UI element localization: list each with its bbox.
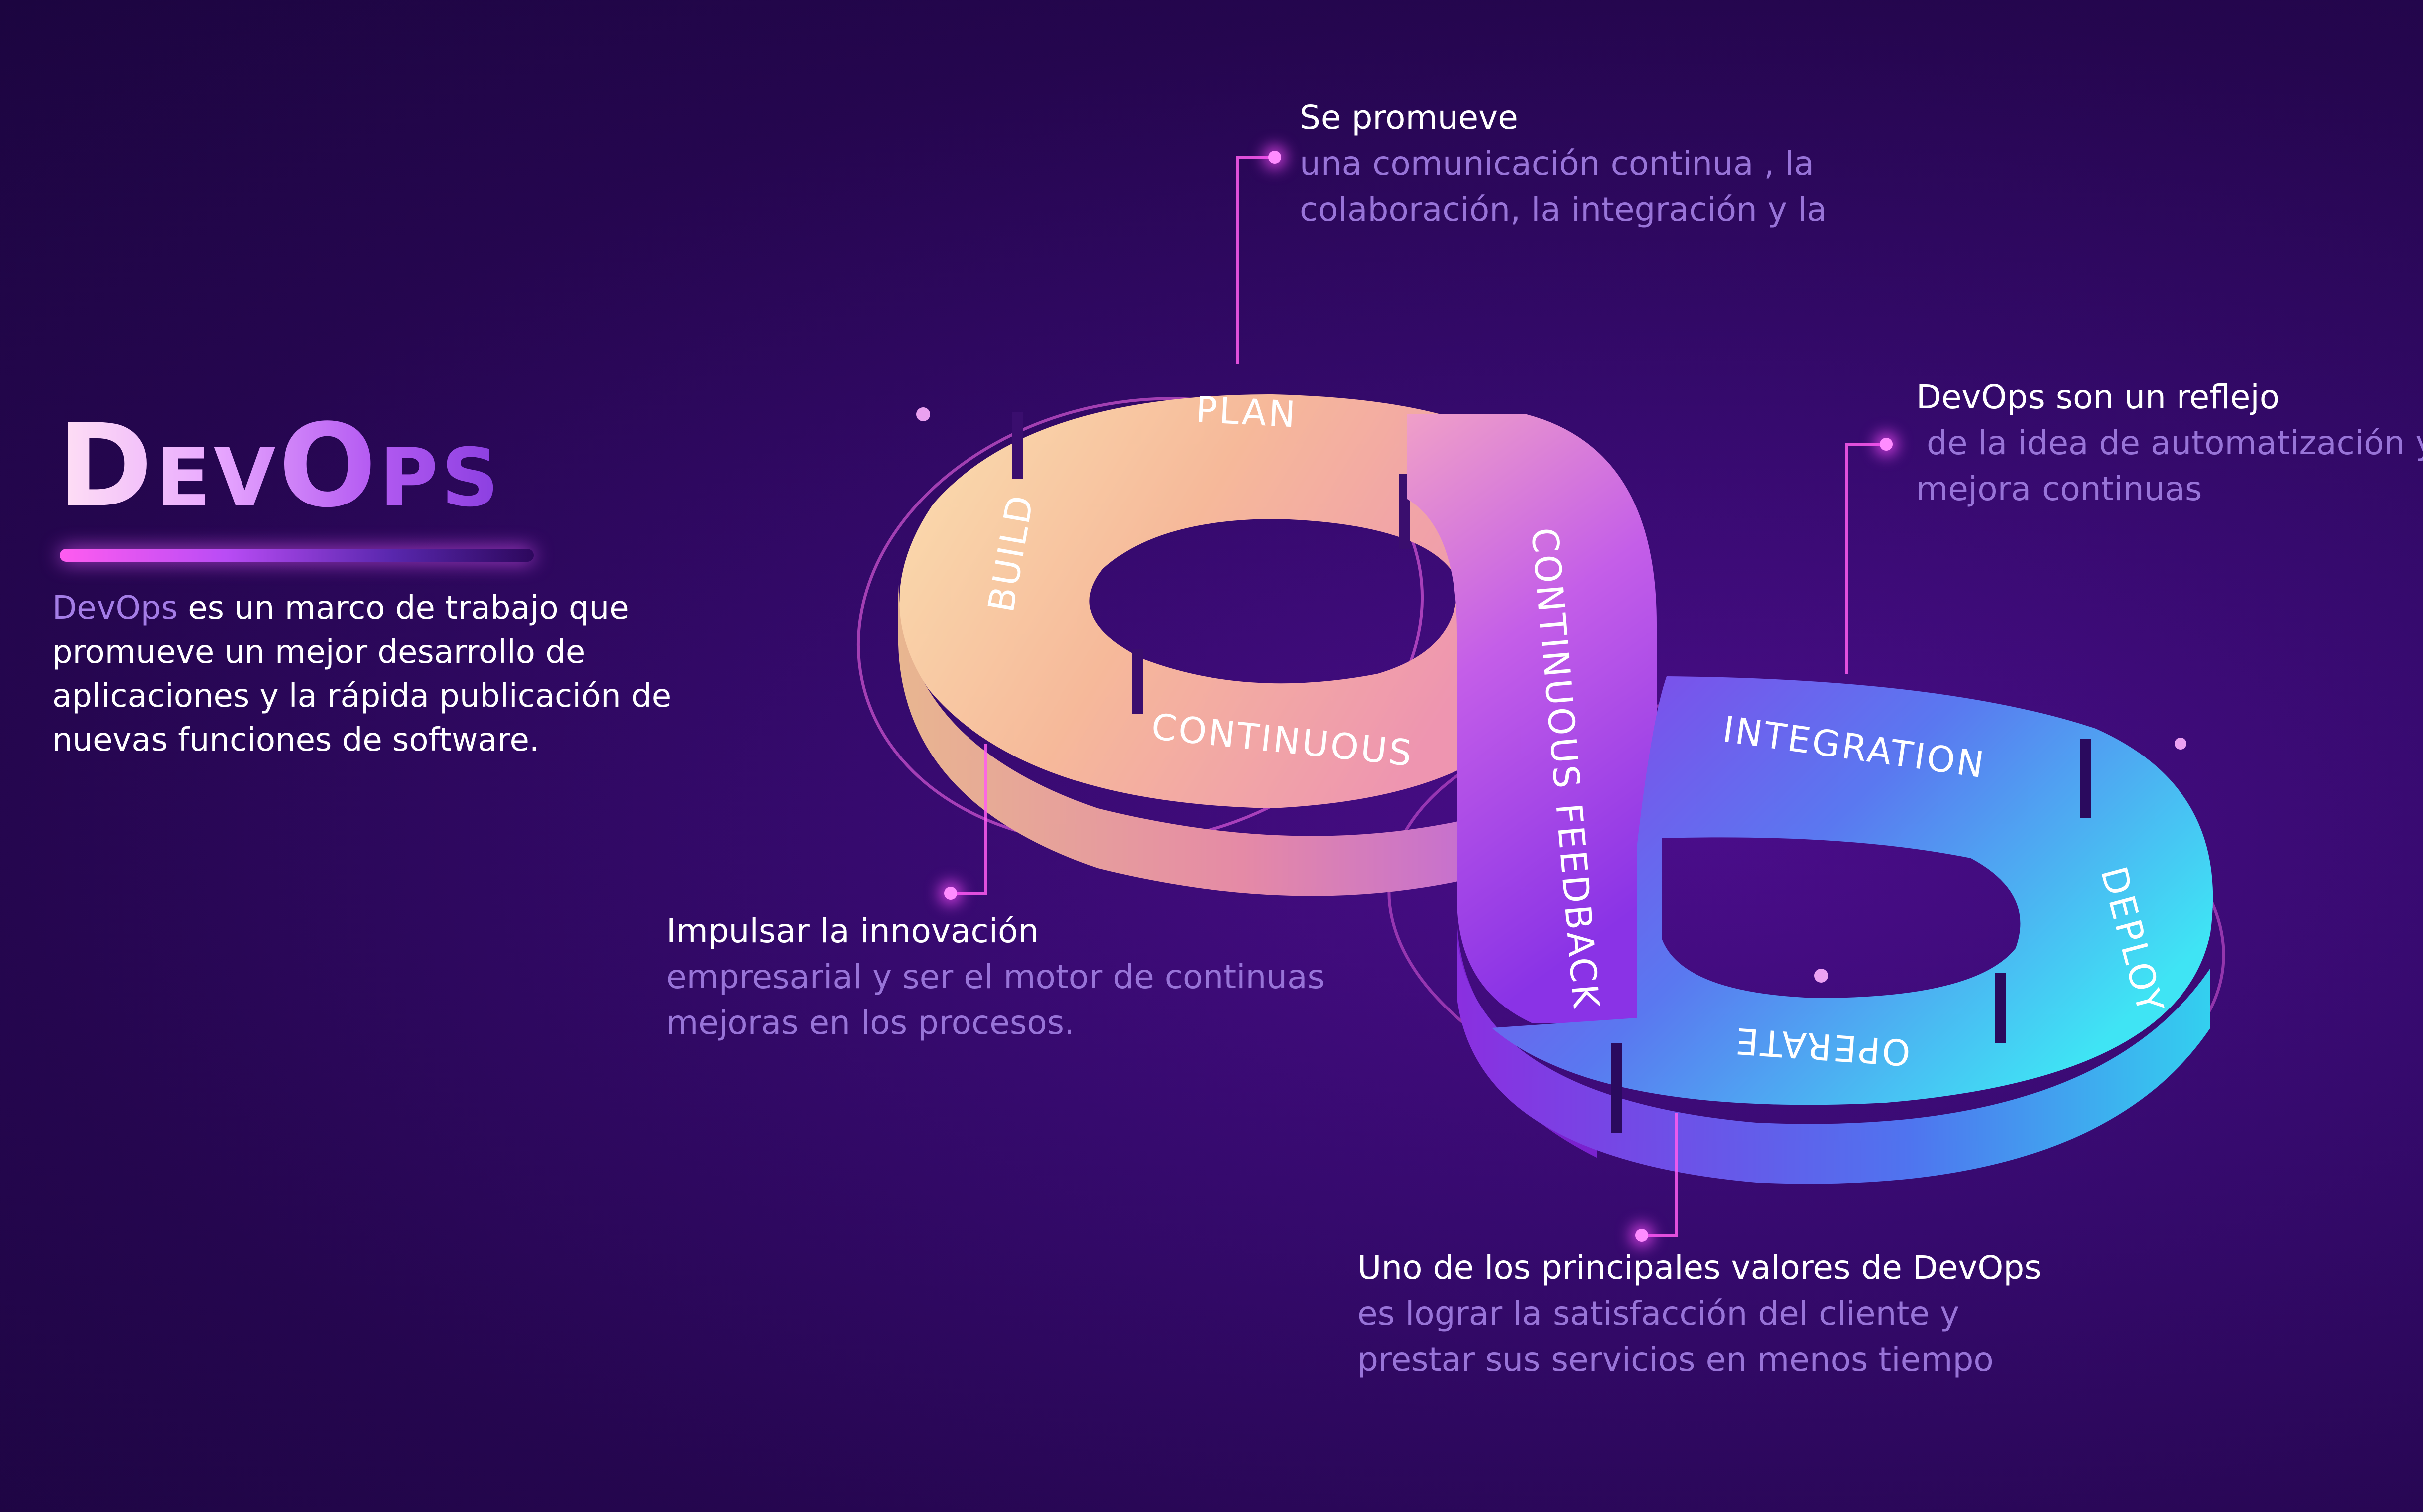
callout-bottom: Uno de los principales valores de DevOps… — [1357, 1245, 2106, 1383]
callout-right-head: DevOps son un reflejo — [1916, 378, 2280, 416]
callout-bottom-line2: prestar sus servicios en menos tiempo — [1357, 1340, 1994, 1379]
callout-top-line1: una comunicación continua , la — [1300, 144, 1815, 183]
right-ring-side — [1457, 938, 2210, 1184]
intro-text: es un marco de trabajo que promueve un m… — [52, 590, 672, 758]
callout-left: Impulsar la innovación empresarial y ser… — [666, 908, 1365, 1046]
sparkle-2 — [1814, 969, 1828, 983]
segment-plan: PLAN — [1195, 388, 1298, 436]
right-ring — [1457, 676, 2213, 1184]
callout-top-head: Se promueve — [1300, 98, 1518, 137]
callout-bottom-line1: es lograr la satisfacción del cliente y — [1357, 1294, 1959, 1333]
title-underline-bar — [60, 549, 534, 562]
left-ring-side — [898, 569, 1472, 896]
intro-paragraph: DevOps es un marco de trabajo que promue… — [52, 586, 776, 762]
page-title: DevOps — [57, 400, 502, 533]
callout-top-line2: colaboración, la integración y la — [1300, 190, 1827, 229]
callout-dot-top — [1268, 151, 1281, 164]
callout-left-line2: mejoras en los procesos. — [666, 1004, 1075, 1042]
right-ring-top — [1492, 676, 2213, 1105]
callout-right: DevOps son un reflejo de la idea de auto… — [1916, 374, 2423, 512]
callout-left-line1: empresarial y ser el motor de continuas — [666, 958, 1325, 996]
callout-bottom-head: Uno de los principales valores de DevOps — [1357, 1249, 2042, 1287]
left-ring — [898, 394, 1537, 896]
sparkle-1 — [916, 407, 930, 421]
connector-top — [1236, 156, 1275, 364]
left-ring-top — [899, 394, 1537, 808]
intro-accent: DevOps — [52, 590, 178, 627]
feedback-band-top — [1407, 414, 1657, 1023]
callout-left-head: Impulsar la innovación — [666, 912, 1039, 950]
connector-bottom — [1642, 1113, 1678, 1237]
callout-right-line1: de la idea de automatización y — [1916, 424, 2423, 462]
connector-left — [951, 744, 987, 895]
callout-top: Se promueve una comunicación continua , … — [1300, 95, 2048, 233]
sparkle-3 — [2175, 738, 2186, 750]
connector-right — [1845, 443, 1886, 674]
callout-right-line2: mejora continuas — [1916, 470, 2202, 508]
callout-dot-bottom — [1635, 1229, 1648, 1242]
callout-dot-left — [944, 887, 957, 900]
callout-dot-right — [1880, 438, 1893, 451]
